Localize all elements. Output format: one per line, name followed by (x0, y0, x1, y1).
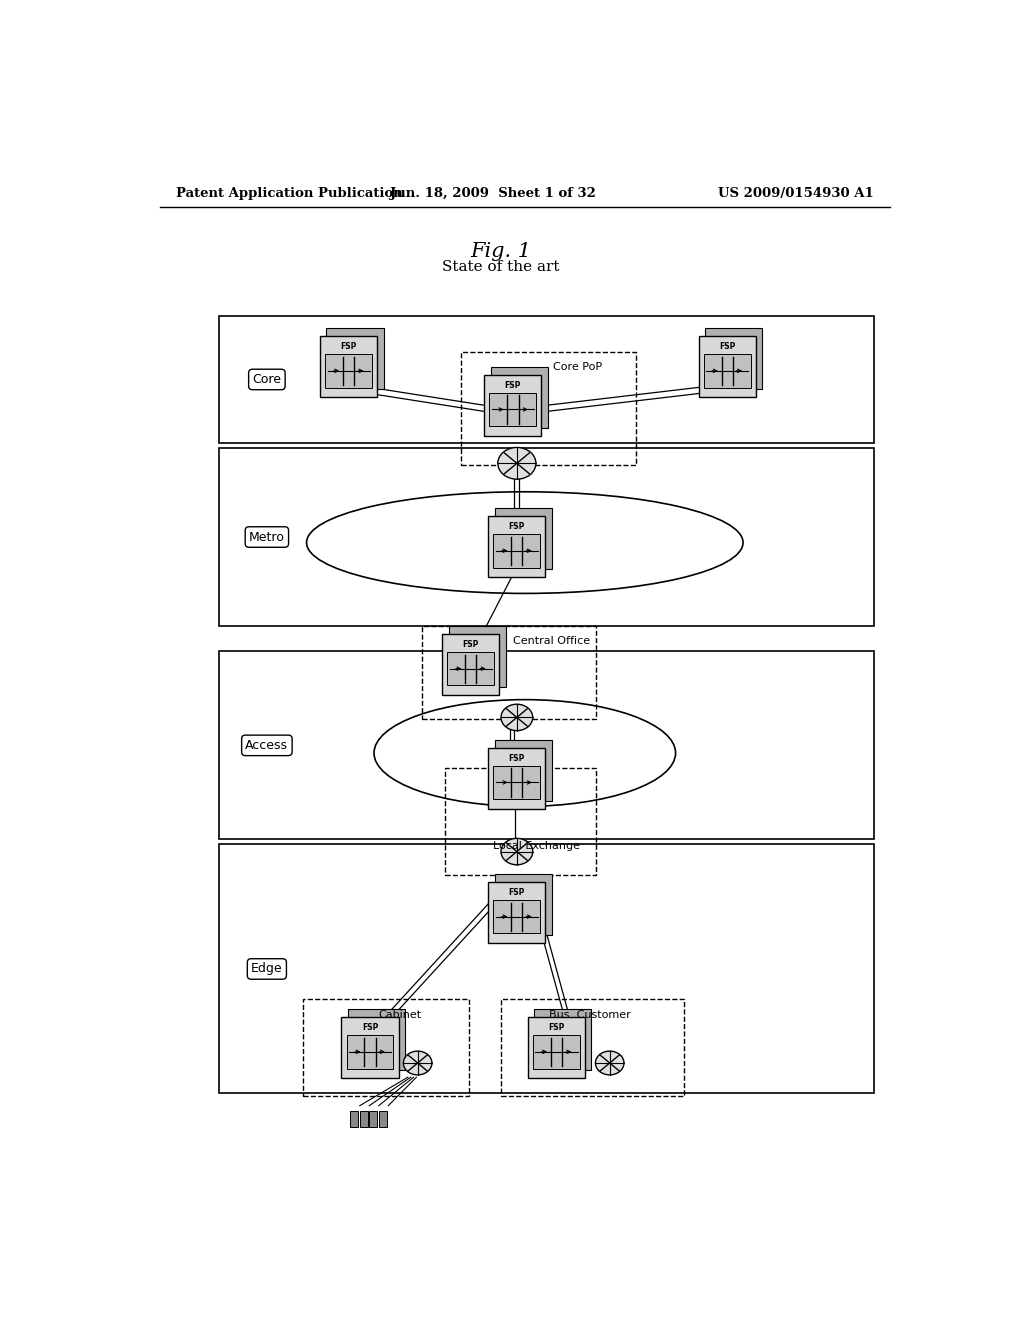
Text: Local Exchange: Local Exchange (494, 841, 580, 851)
Text: FSP: FSP (463, 640, 479, 649)
Text: FSP: FSP (719, 342, 735, 351)
FancyBboxPatch shape (449, 626, 506, 686)
FancyBboxPatch shape (350, 1110, 358, 1127)
FancyBboxPatch shape (488, 516, 546, 577)
FancyBboxPatch shape (219, 447, 873, 626)
Text: FSP: FSP (549, 1023, 564, 1032)
FancyBboxPatch shape (346, 1035, 393, 1069)
FancyBboxPatch shape (490, 367, 548, 428)
Text: Core PoP: Core PoP (553, 362, 602, 372)
FancyBboxPatch shape (484, 375, 542, 436)
FancyBboxPatch shape (705, 329, 762, 389)
FancyBboxPatch shape (488, 882, 546, 942)
FancyBboxPatch shape (219, 845, 873, 1093)
FancyBboxPatch shape (494, 535, 541, 568)
Text: Edge: Edge (251, 962, 283, 975)
Text: FSP: FSP (361, 1023, 378, 1032)
Ellipse shape (374, 700, 676, 807)
FancyBboxPatch shape (703, 354, 751, 388)
FancyBboxPatch shape (341, 1018, 398, 1078)
Text: Metro: Metro (249, 531, 285, 544)
FancyBboxPatch shape (534, 1035, 580, 1069)
FancyBboxPatch shape (379, 1110, 387, 1127)
FancyBboxPatch shape (442, 634, 500, 696)
Text: FSP: FSP (509, 754, 525, 763)
Text: Fig. 1: Fig. 1 (470, 243, 531, 261)
Text: Bus. Customer: Bus. Customer (549, 1010, 631, 1020)
FancyBboxPatch shape (447, 652, 495, 685)
Text: Core: Core (252, 374, 282, 385)
Text: US 2009/0154930 A1: US 2009/0154930 A1 (718, 187, 873, 201)
Ellipse shape (501, 704, 532, 731)
FancyBboxPatch shape (370, 1110, 377, 1127)
FancyBboxPatch shape (494, 766, 541, 799)
Ellipse shape (595, 1051, 624, 1074)
FancyBboxPatch shape (495, 739, 552, 801)
FancyBboxPatch shape (535, 1008, 592, 1071)
Text: FSP: FSP (509, 888, 525, 898)
Text: Patent Application Publication: Patent Application Publication (176, 187, 402, 201)
Text: Access: Access (246, 739, 289, 752)
Ellipse shape (498, 447, 536, 479)
FancyBboxPatch shape (219, 315, 873, 444)
Ellipse shape (403, 1051, 432, 1074)
FancyBboxPatch shape (495, 508, 552, 569)
FancyBboxPatch shape (528, 1018, 585, 1078)
Text: Central Office: Central Office (513, 636, 590, 645)
Text: Cabinet: Cabinet (378, 1010, 421, 1020)
Ellipse shape (501, 838, 532, 865)
FancyBboxPatch shape (698, 337, 756, 397)
FancyBboxPatch shape (326, 354, 372, 388)
FancyBboxPatch shape (348, 1008, 404, 1071)
Text: FSP: FSP (509, 523, 525, 531)
Ellipse shape (306, 492, 743, 594)
FancyBboxPatch shape (219, 651, 873, 840)
FancyBboxPatch shape (495, 874, 552, 935)
FancyBboxPatch shape (359, 1110, 368, 1127)
FancyBboxPatch shape (321, 337, 377, 397)
FancyBboxPatch shape (489, 392, 537, 426)
FancyBboxPatch shape (327, 329, 384, 389)
Text: FSP: FSP (340, 342, 356, 351)
FancyBboxPatch shape (488, 748, 546, 809)
Text: Jun. 18, 2009  Sheet 1 of 32: Jun. 18, 2009 Sheet 1 of 32 (390, 187, 596, 201)
Text: FSP: FSP (505, 381, 521, 389)
Text: State of the art: State of the art (442, 260, 560, 275)
FancyBboxPatch shape (494, 900, 541, 933)
